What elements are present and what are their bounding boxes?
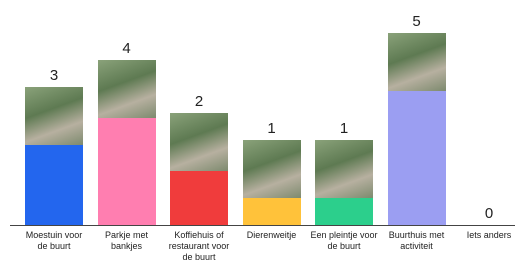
photo <box>315 140 373 198</box>
value-label: 2 <box>170 93 228 110</box>
baseline <box>10 225 515 226</box>
category-label: Iets anders <box>455 230 522 241</box>
photo <box>170 113 228 171</box>
value-label: 4 <box>98 40 156 57</box>
value-label: 3 <box>25 67 83 84</box>
photo <box>98 60 156 118</box>
chart: 3 Moestuin voor de buurt 4 Parkje met bankj… <box>0 0 522 268</box>
value-label: 1 <box>315 120 373 137</box>
category-label: Moestuin voor de buurt <box>20 230 88 252</box>
category-label: Dierenweitje <box>238 230 306 241</box>
category-label: Buurthuis met activiteit <box>383 230 451 252</box>
bar <box>25 145 83 225</box>
bar <box>315 198 373 225</box>
photo <box>243 140 301 198</box>
category-label: Een pleintje voor de buurt <box>310 230 378 252</box>
photo <box>388 33 446 91</box>
value-label: 5 <box>388 13 446 30</box>
photo <box>25 87 83 145</box>
category-label: Koffiehuis of restaurant voor de buurt <box>165 230 233 263</box>
category-label: Parkje met bankjes <box>93 230 161 252</box>
bar <box>388 91 446 225</box>
value-label: 0 <box>460 205 518 222</box>
bar <box>243 198 301 225</box>
bar <box>98 118 156 225</box>
value-label: 1 <box>243 120 301 137</box>
bar <box>170 171 228 225</box>
